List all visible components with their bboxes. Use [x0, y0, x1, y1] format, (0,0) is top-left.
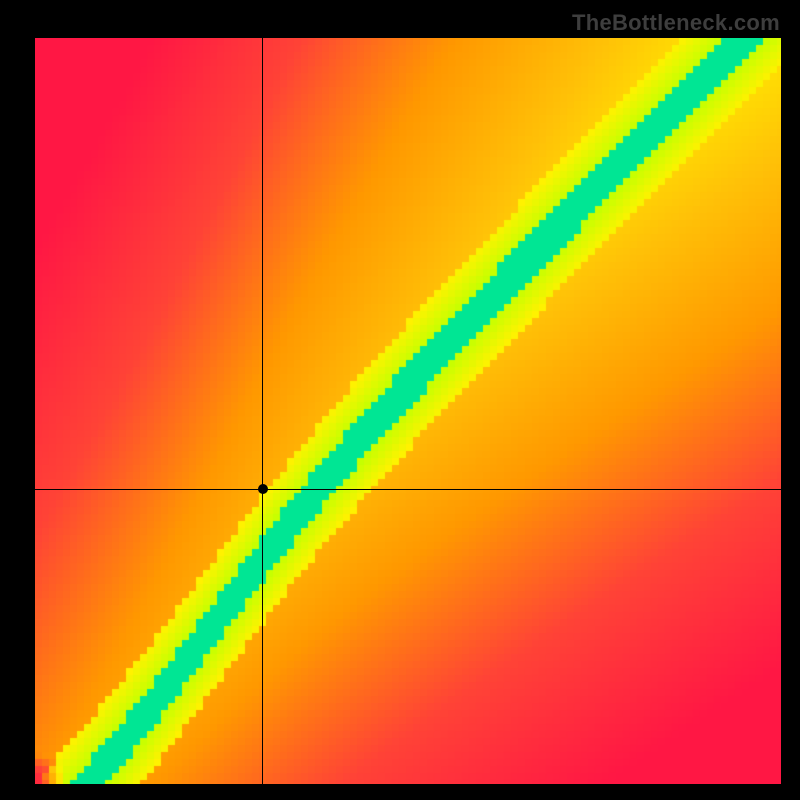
watermark-text: TheBottleneck.com [572, 10, 780, 36]
crosshair-vertical [262, 38, 263, 784]
crosshair-marker [258, 484, 268, 494]
chart-container: TheBottleneck.com [0, 0, 800, 800]
heatmap-canvas [35, 38, 781, 784]
crosshair-horizontal [35, 489, 781, 490]
heatmap-plot [35, 38, 781, 784]
